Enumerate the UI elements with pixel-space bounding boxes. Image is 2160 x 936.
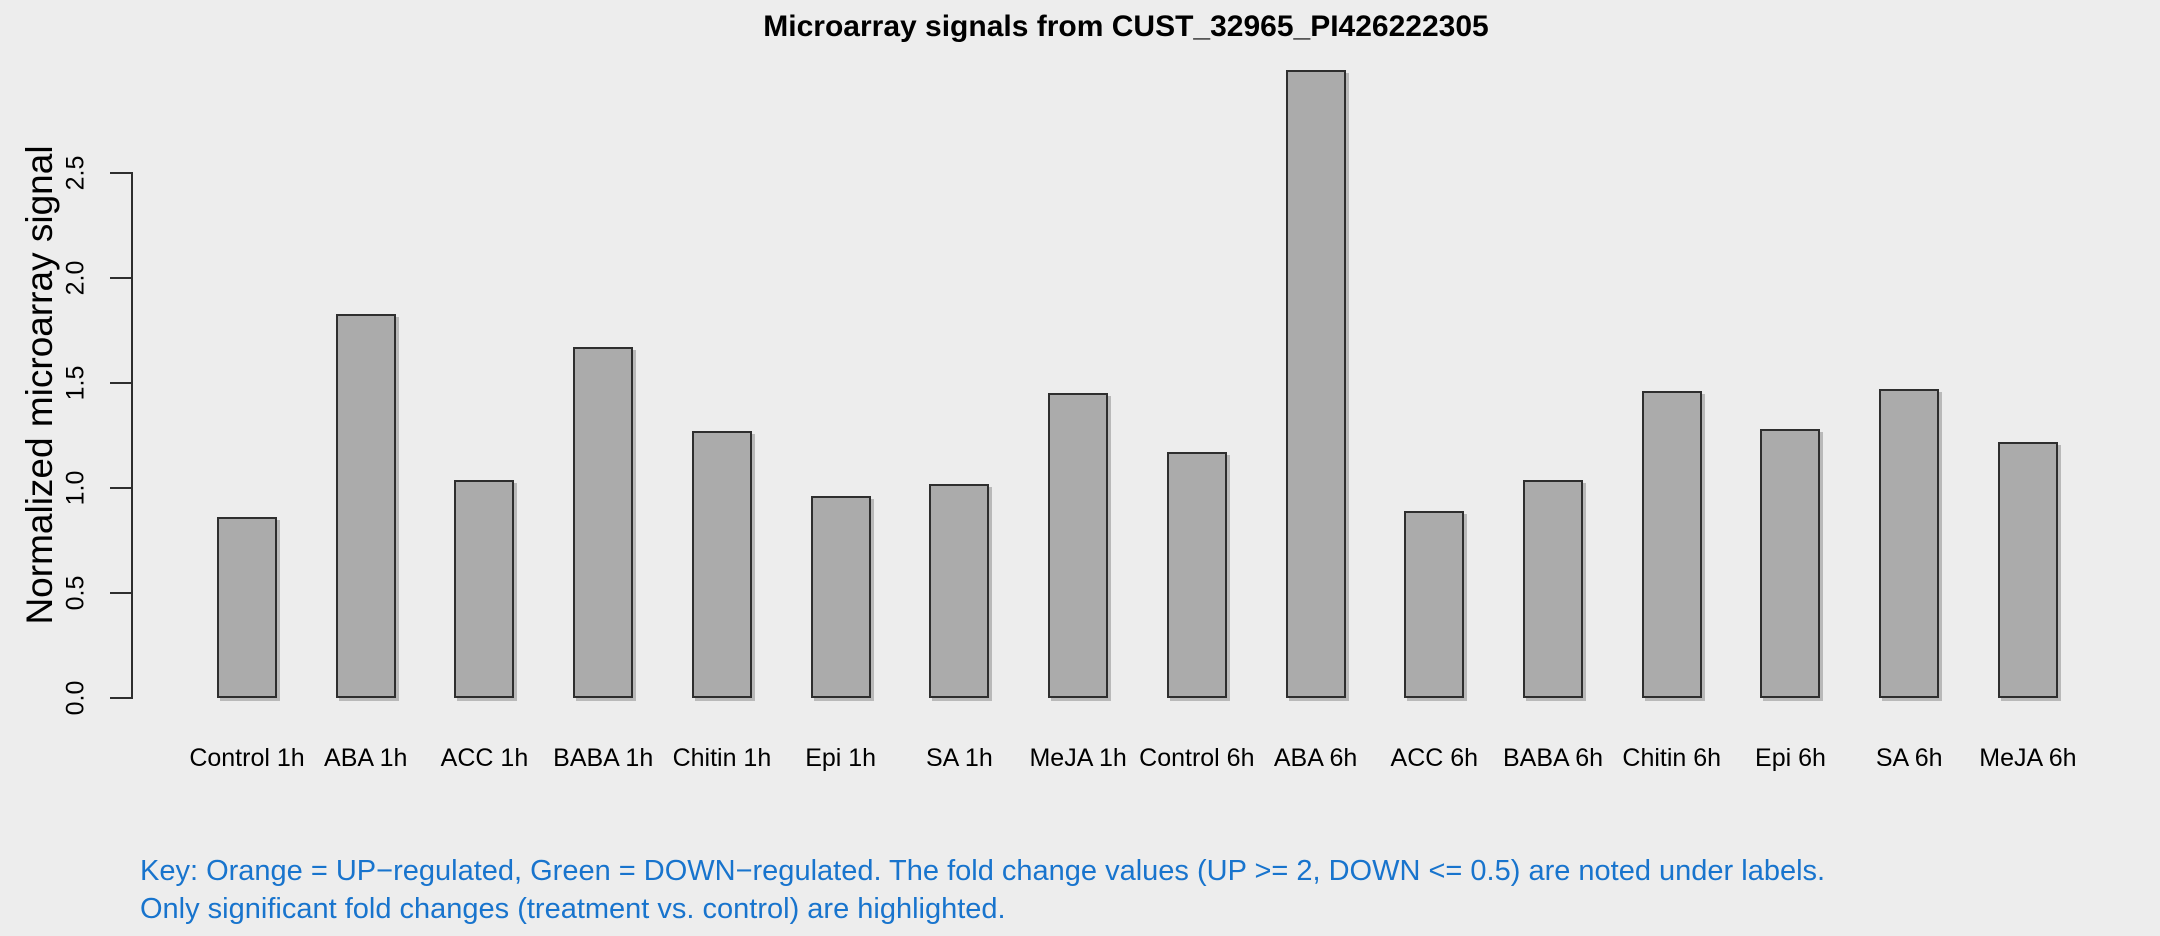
bar-meja-1h [1048,393,1108,698]
y-tick-label: 1.0 [61,470,90,506]
y-tick-label: 2.0 [61,260,90,296]
x-tick-label: Epi 1h [805,744,877,772]
bar-sa-1h [929,484,989,698]
y-tick-label: 1.5 [61,365,90,401]
y-axis-line [131,172,133,699]
bar-baba-6h [1523,480,1583,698]
y-axis-label: Normalized microarray signal [19,145,60,625]
x-tick-label: Control 1h [189,744,305,772]
x-tick-label: Chitin 1h [672,744,772,772]
x-tick-label: ACC 1h [440,744,529,772]
bar-baba-1h [573,347,633,698]
y-tick [110,172,132,174]
bar-aba-6h [1286,70,1346,698]
y-tick [110,382,132,384]
x-tick-label: MeJA 1h [1029,744,1127,772]
bar-epi-1h [811,496,871,698]
y-tick-label: 0.5 [61,575,90,611]
chart-title: Microarray signals from CUST_32965_PI426… [763,10,1489,43]
bar-control-6h [1167,452,1227,698]
x-tick-label: MeJA 6h [1979,744,2077,772]
y-tick-label: 2.5 [61,155,90,191]
y-tick [110,592,132,594]
x-tick-label: BABA 6h [1502,744,1604,772]
bar-epi-6h [1760,429,1820,698]
x-tick-label: Epi 6h [1755,744,1826,772]
x-tick-label: SA 6h [1875,744,1943,772]
x-tick-label: Control 6h [1139,744,1255,772]
key-line-1: Key: Orange = UP−regulated, Green = DOWN… [140,855,1826,887]
x-tick-label: Chitin 6h [1622,744,1722,772]
bar-control-1h [217,517,277,698]
bar-sa-6h [1879,389,1939,698]
x-tick-label: ACC 6h [1390,744,1479,772]
key-line-2: Only significant fold changes (treatment… [140,893,1006,925]
y-tick [110,277,132,279]
x-tick-label: SA 1h [926,744,993,772]
bar-chitin-6h [1642,391,1702,698]
x-tick-label: BABA 1h [553,744,654,772]
bar-meja-6h [1998,442,2058,698]
y-tick [110,487,132,489]
x-tick-label: ABA 6h [1273,744,1358,772]
y-tick [110,697,132,699]
bar-aba-1h [336,314,396,698]
x-tick-label: ABA 1h [324,744,408,772]
y-tick-label: 0.0 [61,680,90,716]
bar-acc-1h [454,480,514,698]
bar-acc-6h [1404,511,1464,698]
bar-chitin-1h [692,431,752,698]
